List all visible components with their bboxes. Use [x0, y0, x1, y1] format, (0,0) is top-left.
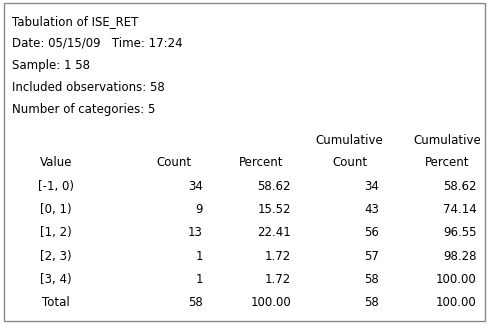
Text: 58: 58	[364, 273, 378, 286]
Text: [2, 3): [2, 3)	[41, 250, 72, 263]
Text: 100.00: 100.00	[435, 296, 476, 309]
Text: 13: 13	[188, 226, 203, 239]
Text: Count: Count	[331, 156, 366, 169]
Text: 100.00: 100.00	[435, 273, 476, 286]
Text: 43: 43	[364, 203, 378, 216]
Text: 100.00: 100.00	[250, 296, 290, 309]
Text: 34: 34	[364, 180, 378, 193]
Text: Value: Value	[40, 156, 72, 169]
Text: [-1, 0): [-1, 0)	[38, 180, 74, 193]
Text: 74.14: 74.14	[442, 203, 476, 216]
Text: Sample: 1 58: Sample: 1 58	[12, 59, 90, 72]
Text: 58.62: 58.62	[257, 180, 290, 193]
Text: 15.52: 15.52	[257, 203, 290, 216]
Text: 96.55: 96.55	[442, 226, 476, 239]
Text: 34: 34	[188, 180, 203, 193]
Text: 22.41: 22.41	[257, 226, 290, 239]
Text: 57: 57	[364, 250, 378, 263]
Text: 58: 58	[188, 296, 203, 309]
Text: [3, 4): [3, 4)	[41, 273, 72, 286]
Text: Tabulation of ISE_RET: Tabulation of ISE_RET	[12, 15, 138, 28]
Text: Included observations: 58: Included observations: 58	[12, 81, 164, 94]
Text: 98.28: 98.28	[442, 250, 476, 263]
Text: Percent: Percent	[424, 156, 469, 169]
Text: Cumulative: Cumulative	[315, 134, 383, 147]
Text: Date: 05/15/09   Time: 17:24: Date: 05/15/09 Time: 17:24	[12, 37, 183, 50]
Text: Number of categories: 5: Number of categories: 5	[12, 103, 155, 116]
FancyBboxPatch shape	[4, 3, 484, 321]
Text: Percent: Percent	[239, 156, 284, 169]
Text: 58: 58	[364, 296, 378, 309]
Text: 56: 56	[364, 226, 378, 239]
Text: 1.72: 1.72	[264, 273, 290, 286]
Text: Total: Total	[42, 296, 70, 309]
Text: Cumulative: Cumulative	[413, 134, 480, 147]
Text: 9: 9	[195, 203, 203, 216]
Text: [1, 2): [1, 2)	[41, 226, 72, 239]
Text: 1.72: 1.72	[264, 250, 290, 263]
Text: 58.62: 58.62	[442, 180, 476, 193]
Text: 1: 1	[195, 250, 203, 263]
Text: 1: 1	[195, 273, 203, 286]
Text: Count: Count	[156, 156, 191, 169]
Text: [0, 1): [0, 1)	[41, 203, 72, 216]
